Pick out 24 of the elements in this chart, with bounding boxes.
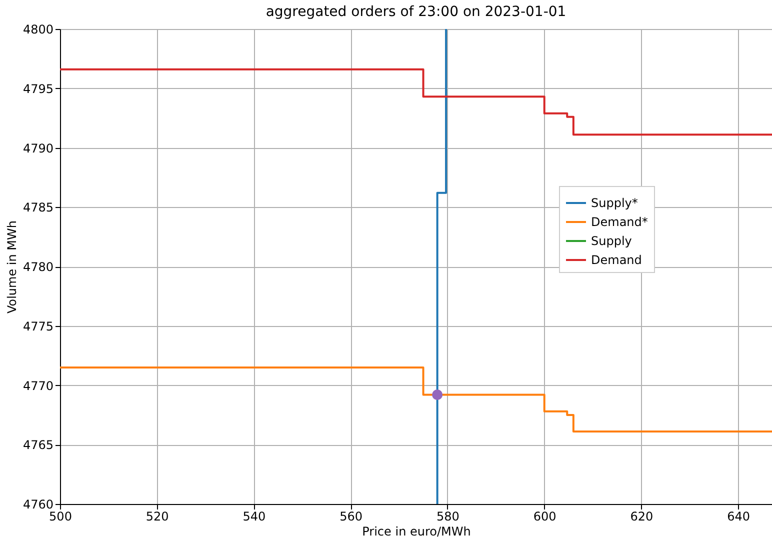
y-axis-title: Volume in MWh — [4, 220, 19, 314]
legend-label: Supply — [591, 234, 632, 248]
legend-label: Supply* — [591, 196, 638, 210]
y-tick-label: 4780 — [22, 260, 54, 274]
chart-title: aggregated orders of 23:00 on 2023-01-01 — [266, 4, 566, 20]
x-tick-label: 600 — [533, 510, 556, 524]
y-tick-label: 4785 — [22, 200, 54, 215]
legend-label: Demand — [591, 252, 642, 267]
y-tick-label: 4775 — [22, 319, 54, 334]
y-tick-label: 4790 — [22, 141, 54, 156]
x-tick-label: 620 — [630, 510, 654, 524]
x-tick-label: 520 — [146, 510, 169, 524]
y-tick-label: 4760 — [22, 498, 54, 512]
x-axis-title: Price in euro/MWh — [362, 524, 471, 538]
y-tick-label: 4800 — [22, 22, 54, 36]
y-tick-label: 4770 — [22, 378, 54, 393]
x-tick-label: 540 — [242, 510, 266, 524]
x-tick-label: 580 — [436, 510, 460, 524]
x-tick-label: 560 — [340, 510, 363, 524]
y-tick-label: 4795 — [22, 82, 54, 96]
x-tick-label: 500 — [49, 510, 72, 524]
legend-label: Demand* — [591, 214, 648, 229]
x-tick-label: 640 — [727, 510, 750, 524]
y-tick-label: 4765 — [22, 438, 54, 452]
